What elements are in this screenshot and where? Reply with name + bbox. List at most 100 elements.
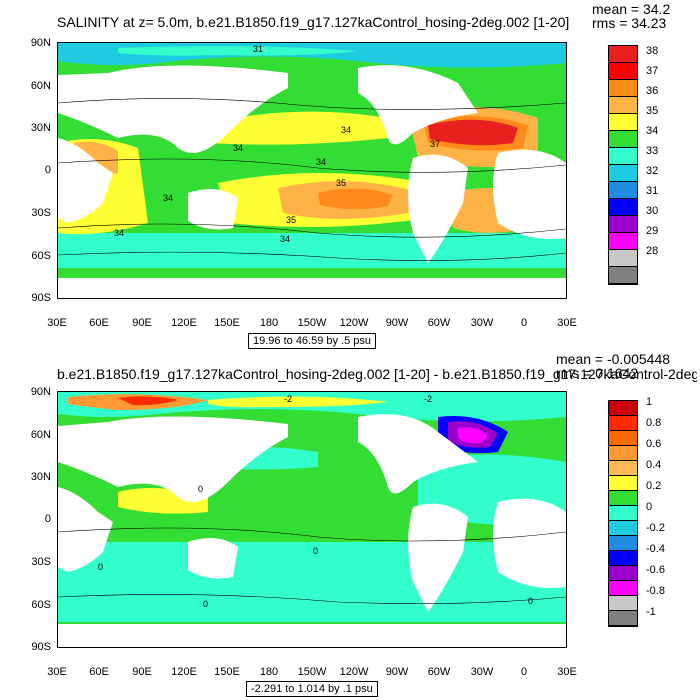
colorbar-swatch [609, 491, 637, 506]
colorbar-label: 0 [646, 501, 653, 513]
lon-label: 0 [520, 666, 528, 678]
lon-label: 120W [339, 666, 369, 678]
salinity-panel: SALINITY at z= 5.0m, b.e21.B1850.f19_g17… [31, 2, 670, 349]
salinity-colorbar [608, 45, 638, 285]
south-pacific-max [318, 188, 393, 210]
difference-map: -2 -2 0 0 0 0 0 [57, 391, 567, 648]
lon-label: 150W [297, 317, 327, 329]
contour-line [58, 527, 566, 542]
contour-label: 31 [253, 44, 263, 54]
eurasia-land [58, 65, 288, 153]
colorbar-label: 0.6 [646, 438, 662, 450]
africa-land-east [58, 487, 113, 572]
colorbar-swatch [609, 267, 637, 284]
north-america-land [358, 65, 478, 145]
australia-land [188, 189, 238, 230]
colorbar-label: 1 [646, 396, 653, 408]
contour-label: 0 [528, 596, 533, 606]
colorbar-label: 29 [646, 225, 659, 237]
colorbar-swatch [609, 581, 637, 596]
lat-label: 60N [30, 429, 51, 441]
contour-label: 0 [313, 546, 318, 556]
antarctica-land [58, 624, 566, 647]
contour-label: -2 [284, 394, 292, 404]
lon-label: 0 [520, 317, 528, 329]
lon-label: 60W [427, 666, 451, 678]
lat-label: 60S [31, 599, 51, 611]
lon-label: 150E [214, 666, 240, 678]
contour-label: 0 [98, 562, 103, 572]
colorbar-swatch [609, 148, 637, 165]
north-america-land [358, 414, 478, 494]
colorbar-swatch [609, 431, 637, 446]
contour-label: 34 [163, 193, 173, 203]
arctic-positive-max [118, 396, 178, 406]
colorbar-swatch [609, 233, 637, 250]
colorbar-swatch [609, 199, 637, 216]
contour-label: 35 [286, 215, 296, 225]
colorbar-swatch [609, 46, 637, 63]
southern-ocean-band [58, 233, 566, 268]
difference-colorbar [608, 400, 638, 627]
colorbar-swatch [609, 446, 637, 461]
colorbar-label: 31 [646, 185, 659, 197]
colorbar-swatch [609, 401, 637, 416]
difference-panel: b.e21.B1850.f19_g17.127kaControl_hosing-… [0, 350, 700, 700]
difference-title: b.e21.B1850.f19_g17.127kaControl_hosing-… [57, 366, 697, 382]
colorbar-label: 30 [646, 205, 659, 217]
contour-label: 34 [114, 228, 124, 238]
lon-label: 90E [132, 317, 152, 329]
colorbar-swatch [609, 551, 637, 566]
colorbar-swatch [609, 182, 637, 199]
contour-label: 34 [341, 125, 351, 135]
colorbar-swatch [609, 97, 637, 114]
contour-label: 34 [316, 157, 326, 167]
contour-label: 0 [198, 484, 203, 494]
colorbar-swatch [609, 63, 637, 80]
colorbar-swatch [609, 611, 637, 626]
lon-label: 30E [557, 317, 577, 329]
contour-label: 0 [203, 599, 208, 609]
eurasia-land [58, 416, 288, 502]
colorbar-label: 33 [646, 145, 659, 157]
contour-line [58, 98, 566, 110]
colorbar-label: 34 [646, 125, 659, 137]
lat-label: 0 [44, 513, 51, 525]
north-pacific-high [208, 111, 388, 145]
colorbar-label: 36 [646, 85, 659, 97]
contour-line [58, 251, 566, 261]
lat-label: 60S [31, 250, 51, 262]
colorbar-label: 28 [646, 245, 659, 257]
colorbar-swatch [609, 80, 637, 97]
lon-label: 90W [385, 317, 409, 329]
lat-label: 90N [30, 386, 51, 398]
lon-label: 180 [259, 317, 279, 329]
africa-land-east [58, 138, 113, 223]
lon-label: 90E [132, 666, 152, 678]
colorbar-swatch [609, 521, 637, 536]
colorbar-label: -1 [646, 606, 656, 618]
south-america-land [408, 154, 468, 263]
arctic-inner [118, 46, 358, 56]
colorbar-label: 38 [646, 45, 659, 57]
colorbar-label: -0.6 [646, 564, 665, 576]
south-america-land [408, 503, 468, 612]
colorbar-swatch [609, 506, 637, 521]
colorbar-label: -0.2 [646, 522, 665, 534]
lon-label: 150W [297, 666, 327, 678]
contour-line [58, 594, 566, 604]
colorbar-label: -0.4 [646, 543, 665, 555]
salinity-rms: rms = 34.23 [592, 15, 667, 31]
contour-label: 34 [280, 234, 290, 244]
lon-label: 90W [385, 666, 409, 678]
colorbar-swatch [609, 536, 637, 551]
colorbar-swatch [609, 461, 637, 476]
colorbar-label: 0.2 [646, 480, 662, 492]
lon-label: 120W [339, 317, 369, 329]
colorbar-swatch [609, 114, 637, 131]
lon-label: 30W [470, 317, 494, 329]
lon-label: 180 [259, 666, 279, 678]
colorbar-label: 37 [646, 65, 659, 77]
salinity-map: 31 34 34 34 37 35 34 35 34 34 [57, 42, 567, 299]
colorbar-label: 0.4 [646, 459, 662, 471]
